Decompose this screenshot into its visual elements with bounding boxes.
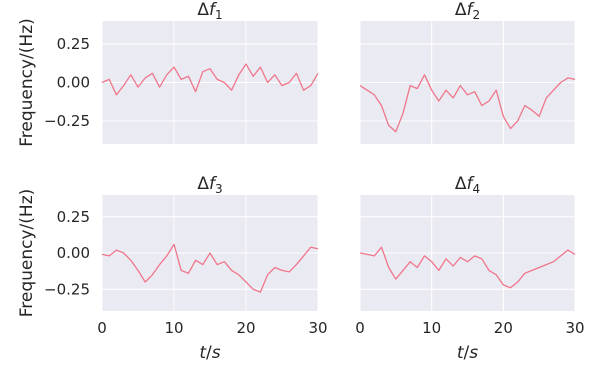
x-tick-label: 0 bbox=[355, 319, 365, 337]
subplot-title: Δf4 bbox=[455, 174, 480, 196]
y-tick-label: 0.00 bbox=[57, 244, 90, 262]
x-tick-label: 20 bbox=[236, 319, 255, 337]
y-tick-label: −0.25 bbox=[44, 112, 90, 130]
series-line bbox=[359, 74, 576, 133]
y-axis-label: Frequency/(Hz) bbox=[17, 189, 37, 318]
subplot-title: Δf3 bbox=[197, 174, 222, 196]
subplot-3: Δf3 −0.25 0.00 0.25 0 10 20 30 Frequency/(Hz) t/s bbox=[17, 174, 328, 363]
y-tick-label: 0.00 bbox=[57, 74, 90, 92]
y-tick-label: −0.25 bbox=[44, 280, 90, 298]
subplot-title: Δf2 bbox=[455, 0, 480, 22]
subplot-1: Δf1 −0.25 0.00 0.25 Frequency/(Hz) bbox=[17, 0, 319, 147]
x-tick-label: 10 bbox=[164, 319, 183, 337]
x-axis-label: t/s bbox=[199, 343, 220, 363]
x-tick-label: 30 bbox=[565, 319, 584, 337]
x-tick-label: 0 bbox=[97, 319, 107, 337]
subplot-4: Δf4 0 10 20 30 t/s bbox=[355, 174, 584, 363]
x-tick-label: 20 bbox=[494, 319, 513, 337]
series-line bbox=[101, 243, 319, 293]
y-tick-label: 0.25 bbox=[57, 208, 90, 226]
x-axis-label: t/s bbox=[457, 343, 478, 363]
subplot-2: Δf2 bbox=[359, 0, 576, 144]
x-tick-label: 10 bbox=[422, 319, 441, 337]
y-tick-label: 0.25 bbox=[57, 35, 90, 53]
x-tick-label: 30 bbox=[308, 319, 327, 337]
y-axis-label: Frequency/(Hz) bbox=[17, 18, 37, 147]
series-line bbox=[359, 246, 576, 289]
series-line bbox=[101, 63, 319, 96]
subplot-title: Δf1 bbox=[197, 0, 222, 22]
